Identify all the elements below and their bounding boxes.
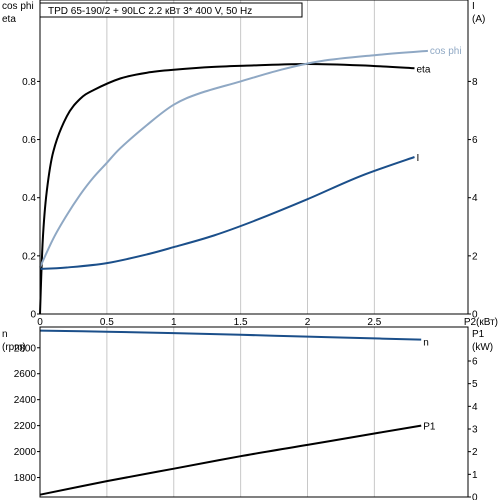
y-left-tick-label: 2600 (14, 369, 37, 380)
y-right-tick-label: 6 (472, 135, 478, 146)
series-i-line (39, 156, 415, 270)
header-box (39, 2, 303, 18)
y-right-label-bottom: (kW) (472, 342, 493, 353)
series-p1-label: P1 (423, 422, 436, 433)
panel-frame (39, 326, 469, 498)
series-eta-line (39, 63, 415, 315)
x-tick-label: 1.5 (234, 317, 248, 328)
x-tick-label: 1 (171, 317, 177, 328)
y-left-label-bottom: (rpm) (2, 342, 26, 353)
y-right-label-top: I (472, 1, 475, 12)
x-tick-label: 0.5 (100, 317, 114, 328)
y-right-tick-label: 2 (472, 251, 478, 262)
y-left-tick-label: 2800 (14, 343, 37, 354)
y-right-tick-label: 4 (472, 402, 478, 413)
y-right-tick-label: 4 (472, 193, 478, 204)
series-n-line (39, 329, 422, 341)
y-left-tick-label: 0 (30, 310, 36, 321)
series-labels: eta cos phi In P1 (417, 46, 462, 433)
series-p1-line (39, 424, 422, 496)
y-right-label-top: P1 (472, 329, 485, 340)
x-tick-label: 2.5 (367, 317, 381, 328)
header-text: TPD 65-190/2 + 90LC 2.2 кВт 3* 400 V, 50… (48, 6, 252, 17)
y-right-tick-label: 5 (472, 379, 478, 390)
y-right-tick-label: 2 (472, 447, 478, 458)
x-axis-label: P2(кВт) (464, 317, 498, 328)
y-right-label-bottom: (A) (472, 14, 485, 25)
y-right-tick-label: 0 (472, 493, 478, 500)
series-i-label: I (417, 153, 420, 164)
y-right-tick-label: 6 (472, 357, 478, 368)
x-tick-label: 0 (37, 317, 43, 328)
y-left-tick-label: 0.6 (22, 135, 36, 146)
y-left-label-top: cos phi (2, 1, 34, 12)
series-eta-label: eta (417, 64, 431, 75)
y-left-tick-label: 0.2 (22, 251, 36, 262)
y-right-tick-label: 0 (472, 310, 478, 321)
y-right-tick-label: 8 (472, 77, 478, 88)
panel-frame (39, 0, 469, 315)
y-left-label-bottom: eta (2, 14, 16, 25)
y-left-tick-label: 2200 (14, 421, 37, 432)
y-left-label-top: n (2, 329, 8, 340)
panel-frames (39, 0, 469, 498)
x-tick-label: 2 (305, 317, 311, 328)
header: TPD 65-190/2 + 90LC 2.2 кВт 3* 400 V, 50… (39, 2, 303, 18)
series-cos-phi-line (39, 49, 428, 268)
y-left-tick-label: 2000 (14, 447, 37, 458)
y-left-tick-label: 1800 (14, 473, 37, 484)
y-left-tick-label: 0.8 (22, 77, 36, 88)
axis-labels: cos phi eta I (A) P2(кВт) n (rpm) P1 (kW) (2, 1, 498, 353)
series-cos-phi-label: cos phi (430, 46, 462, 57)
gridlines (106, 0, 375, 497)
series-layer (39, 49, 428, 496)
y-left-tick-label: 0.4 (22, 193, 36, 204)
y-right-tick-label: 1 (472, 470, 478, 481)
y-right-tick-label: 3 (472, 425, 478, 436)
y-left-tick-label: 2400 (14, 395, 37, 406)
series-n-label: n (423, 338, 429, 349)
